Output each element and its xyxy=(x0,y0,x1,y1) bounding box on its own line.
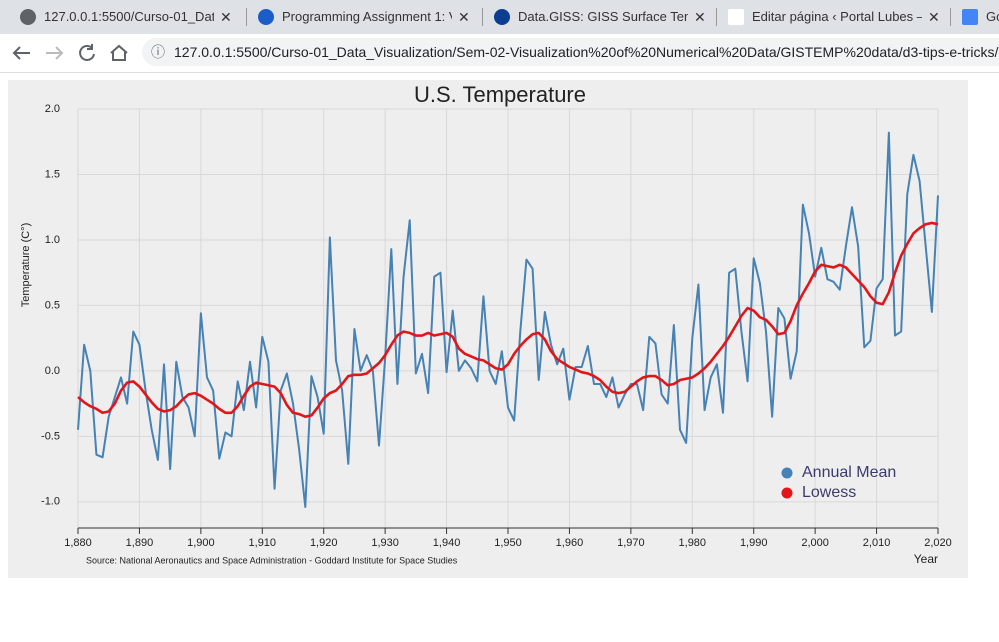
tab-separator xyxy=(246,8,247,26)
x-tick-label: 2,010 xyxy=(863,537,891,549)
x-tick-label: 1,890 xyxy=(126,537,154,549)
grid xyxy=(77,108,939,528)
y-axis-label: Temperature (C°) xyxy=(20,223,32,307)
tab-title: Go xyxy=(986,9,999,24)
x-tick-label: 1,910 xyxy=(249,537,277,549)
url: 127.0.0.1:5500/Curso-01_Data_Visualizati… xyxy=(174,44,999,60)
tab-separator xyxy=(482,8,483,26)
tab[interactable]: Go xyxy=(950,0,999,34)
tab-strip: 127.0.0.1:5500/Curso-01_Data_V ✕ Programm… xyxy=(0,0,999,34)
reload-button[interactable] xyxy=(79,44,95,61)
tab-close[interactable]: ✕ xyxy=(458,9,470,25)
tab[interactable]: Editar página ‹ Portal Lubes — W ✕ xyxy=(716,0,952,34)
y-tick-label: 1.0 xyxy=(45,234,60,246)
tab-close[interactable]: ✕ xyxy=(694,9,706,25)
toolbar: ⓘ 127.0.0.1:5500/Curso-01_Data_Visualizat… xyxy=(0,34,999,73)
tab-title: Data.GISS: GISS Surface Tempera xyxy=(518,9,688,24)
y-tick-label: -1.0 xyxy=(41,496,60,508)
tab-icon xyxy=(20,9,36,25)
x-tick-label: 1,990 xyxy=(740,537,768,549)
tab-close[interactable]: ✕ xyxy=(220,9,232,25)
forward-button[interactable] xyxy=(46,46,64,60)
tab-icon xyxy=(258,9,274,25)
legend-marker xyxy=(781,467,793,479)
x-tick-label: 1,930 xyxy=(371,537,399,549)
x-tick-label: 1,900 xyxy=(187,537,215,549)
y-tick-label: 2.0 xyxy=(45,103,60,115)
x-tick-label: 2,000 xyxy=(801,537,829,549)
tab[interactable]: Programming Assignment 1: Visu ✕ xyxy=(246,0,482,34)
x-tick-label: 2,020 xyxy=(924,537,952,549)
tab-separator xyxy=(950,8,951,26)
tab-title: 127.0.0.1:5500/Curso-01_Data_V xyxy=(44,9,214,24)
x-tick-label: 1,950 xyxy=(494,537,522,549)
tab-icon xyxy=(494,9,510,25)
x-tick-label: 1,980 xyxy=(679,537,707,549)
legend-marker xyxy=(781,487,793,499)
chart: U.S. Temperature Temperature (C°) Year S… xyxy=(20,82,952,566)
y-tick-label: 0.5 xyxy=(45,299,60,311)
x-tick-label: 1,960 xyxy=(556,537,584,549)
x-tick-label: 1,970 xyxy=(617,537,645,549)
legend-label: Annual Mean xyxy=(802,464,896,481)
nav-buttons xyxy=(12,44,128,61)
tab[interactable]: 127.0.0.1:5500/Curso-01_Data_V ✕ xyxy=(8,0,244,34)
info-icon: ⓘ xyxy=(151,44,165,60)
y-tick-label: 0.0 xyxy=(45,365,60,377)
series-line xyxy=(77,221,939,418)
back-button[interactable] xyxy=(12,46,30,60)
address-bar[interactable]: ⓘ 127.0.0.1:5500/Curso-01_Data_Visualizat… xyxy=(142,38,999,66)
tab-icon xyxy=(962,9,978,25)
series-line xyxy=(77,131,939,509)
tab-separator xyxy=(716,8,717,26)
legend-label: Lowess xyxy=(802,484,856,501)
tab-title: Editar página ‹ Portal Lubes — W xyxy=(752,9,922,24)
x-axis-label: Year xyxy=(914,552,938,566)
tab-title: Programming Assignment 1: Visu xyxy=(282,9,452,24)
y-tick-label: 1.5 xyxy=(45,168,60,180)
x-tick-label: 1,880 xyxy=(64,537,92,549)
y-tick-label: -0.5 xyxy=(41,430,60,442)
chart-panel: U.S. Temperature Temperature (C°) Year S… xyxy=(8,80,968,578)
home-button[interactable] xyxy=(110,44,128,61)
x-tick-label: 1,920 xyxy=(310,537,338,549)
chart-title: U.S. Temperature xyxy=(414,82,586,107)
x-tick-label: 1,940 xyxy=(433,537,461,549)
tab-close[interactable]: ✕ xyxy=(928,9,940,25)
tab[interactable]: Data.GISS: GISS Surface Tempera ✕ xyxy=(482,0,718,34)
source-note: Source: National Aeronautics and Space A… xyxy=(86,555,458,565)
tab-icon xyxy=(728,9,744,25)
